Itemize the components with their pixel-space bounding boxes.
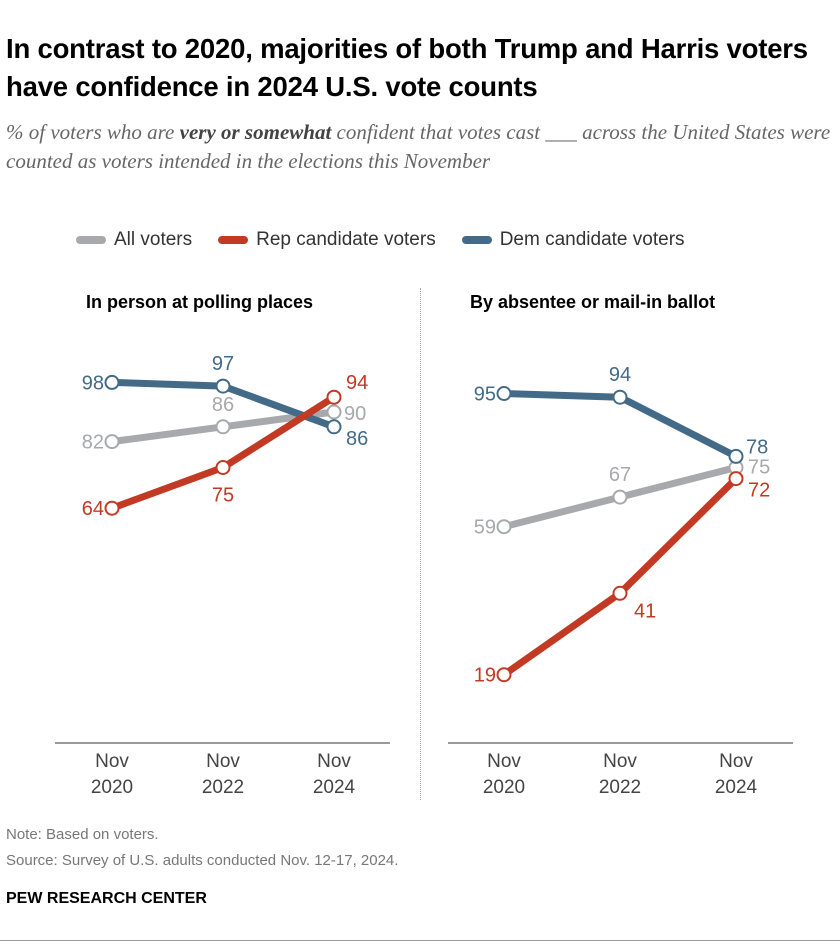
data-point — [496, 667, 512, 683]
legend-label: Rep candidate voters — [256, 229, 436, 250]
x-tick-label: 2020 — [483, 777, 525, 798]
bottom-rule — [0, 940, 840, 941]
legend-item-dem: Dem candidate voters — [461, 229, 685, 251]
data-point — [104, 434, 120, 450]
chart-subtitle: % of voters who are very or somewhat con… — [6, 118, 836, 176]
legend-swatch — [461, 236, 492, 244]
data-label: 97 — [212, 353, 234, 375]
data-point — [326, 389, 342, 405]
subtitle-post: confident that votes cast ___ across the… — [6, 120, 831, 173]
legend: All voters Rep candidate voters Dem cand… — [76, 229, 711, 251]
data-point — [496, 519, 512, 535]
note: Note: Based on voters. — [6, 826, 159, 843]
x-tick-label: Nov — [603, 751, 637, 772]
x-tick-label: 2022 — [202, 777, 244, 798]
data-label: 86 — [346, 428, 368, 450]
data-point — [326, 404, 342, 420]
legend-label: All voters — [114, 229, 193, 250]
data-label: 19 — [474, 665, 496, 687]
data-point — [728, 448, 744, 464]
data-label: 64 — [82, 498, 104, 520]
brand-logo: PEW RESEARCH CENTER — [6, 890, 207, 907]
data-point — [612, 489, 628, 505]
data-label: 67 — [609, 464, 631, 486]
legend-swatch — [76, 236, 106, 244]
panel-title-in-person: In person at polling places — [86, 292, 314, 312]
legend-item-all: All voters — [76, 229, 192, 251]
data-point — [104, 500, 120, 516]
data-label: 86 — [212, 394, 234, 416]
chart-title: In contrast to 2020, majorities of both … — [6, 33, 808, 102]
x-tick-label: 2020 — [91, 777, 133, 798]
data-point — [215, 378, 231, 394]
legend-label: Dem candidate voters — [499, 229, 685, 250]
data-point — [215, 460, 231, 475]
x-tick-label: Nov — [95, 751, 129, 772]
data-point — [612, 585, 628, 601]
data-label: 72 — [748, 480, 770, 502]
data-label: 78 — [746, 436, 768, 458]
legend-swatch — [218, 236, 249, 244]
data-point — [728, 471, 744, 487]
data-label: 98 — [82, 372, 104, 394]
x-tick-label: Nov — [206, 751, 240, 772]
legend-item-rep: Rep candidate voters — [218, 229, 436, 251]
subtitle-emphasis: very or somewhat — [179, 120, 332, 144]
x-tick-label: 2022 — [599, 777, 641, 798]
data-label: 82 — [82, 432, 104, 454]
data-label: 75 — [212, 485, 234, 507]
subtitle-pre: % of voters who are — [6, 120, 180, 144]
x-tick-label: Nov — [487, 751, 521, 772]
data-point — [496, 386, 512, 401]
data-point — [215, 419, 231, 435]
data-point — [104, 374, 120, 390]
data-label: 94 — [609, 364, 631, 386]
data-label: 75 — [748, 457, 770, 479]
data-label: 41 — [634, 600, 656, 622]
x-tick-label: Nov — [317, 751, 351, 772]
data-label: 59 — [474, 517, 496, 539]
data-point — [612, 389, 628, 405]
x-tick-label: Nov — [719, 751, 753, 772]
data-point — [326, 419, 342, 435]
data-label: 95 — [474, 384, 496, 406]
x-tick-label: 2024 — [715, 777, 758, 798]
series-line — [500, 475, 740, 679]
x-tick-label: 2024 — [313, 777, 356, 798]
source: Source: Survey of U.S. adults conducted … — [6, 852, 399, 869]
panel-divider — [420, 288, 421, 800]
data-label: 94 — [346, 372, 368, 394]
panel-title-mail: By absentee or mail-in ballot — [470, 292, 716, 312]
data-label: 90 — [344, 403, 366, 425]
